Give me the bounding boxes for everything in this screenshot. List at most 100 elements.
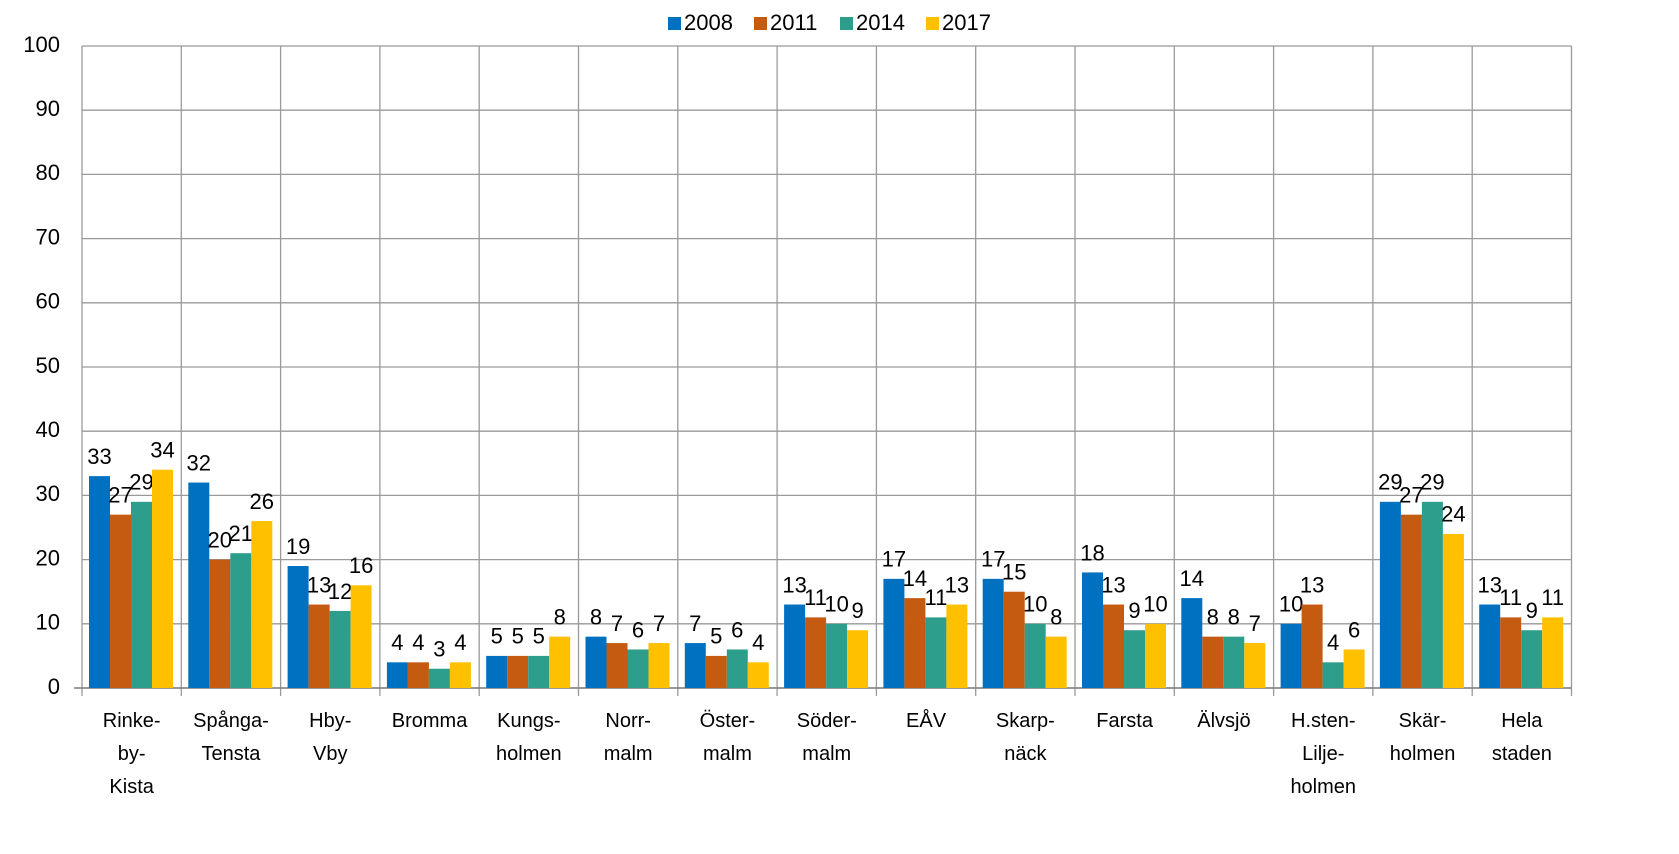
data-label: 4 [412,630,424,655]
data-label: 11 [924,585,947,610]
bar [528,655,550,688]
legend-label: 2008 [684,10,733,35]
data-label: 9 [1128,598,1140,623]
x-tick-label: Bromma [392,710,468,732]
x-tick-label: Öster-malm [700,710,756,765]
bar [308,604,330,688]
bar [1244,643,1266,688]
data-label: 8 [1207,604,1219,629]
data-label: 29 [1378,470,1402,495]
legend-label: 2011 [770,10,817,35]
data-label: 11 [1541,585,1564,610]
bar [1500,617,1522,688]
data-label: 26 [250,489,274,514]
bar [925,617,947,688]
data-label: 4 [391,630,403,655]
y-tick-label: 30 [36,481,60,506]
bar [549,636,571,688]
bar [152,469,173,688]
x-tick-label: Rinke-by-Kista [103,710,161,798]
y-tick-label: 80 [36,160,60,185]
data-label: 8 [1050,604,1062,629]
data-label: 9 [1526,598,1538,623]
bar [747,662,769,688]
data-label: 10 [1143,592,1167,617]
bar [287,566,309,688]
bar [726,649,748,688]
data-label: 16 [349,553,373,578]
data-label: 10 [1023,592,1047,617]
bar [1024,623,1046,688]
bar [784,604,806,688]
bar [507,655,529,688]
data-label: 32 [187,450,211,475]
data-label: 6 [1348,617,1360,642]
bar [1343,649,1365,688]
y-tick-label: 60 [36,289,60,314]
legend-label: 2017 [942,10,991,35]
data-label: 4 [752,630,764,655]
bar [1003,591,1025,688]
bar [89,476,110,688]
data-label: 34 [150,438,174,463]
data-label: 5 [710,624,722,649]
data-label: 12 [328,579,352,604]
data-label: 14 [903,566,927,591]
data-label: 3 [433,637,445,662]
data-label: 6 [632,617,644,642]
y-tick-label: 20 [36,545,60,570]
data-label: 13 [1300,572,1324,597]
bar [1280,623,1302,688]
bar [110,514,131,688]
data-label: 17 [882,547,906,572]
data-label: 5 [512,624,524,649]
x-tick-label: Skarp-näck [996,710,1055,765]
x-tick-label: Skär-holmen [1390,710,1456,765]
bar [883,578,905,688]
data-label: 29 [1420,470,1444,495]
bar [386,662,408,688]
bar [1045,636,1067,688]
bar [648,643,670,688]
legend-label: 2014 [856,10,905,35]
data-label: 21 [229,521,253,546]
legend-swatch [668,17,681,30]
x-tick-label: Spånga-Tensta [193,710,269,765]
bar [486,655,508,688]
data-label: 13 [307,572,331,597]
data-label: 11 [1499,585,1522,610]
bar [1379,501,1401,688]
bar [251,521,273,688]
data-label: 10 [1279,592,1303,617]
data-label: 13 [1101,572,1125,597]
data-label: 14 [1180,566,1204,591]
bar [904,598,926,688]
data-label: 5 [533,624,545,649]
data-label: 11 [804,585,827,610]
data-label: 7 [1249,611,1261,636]
bar [946,604,968,688]
y-tick-label: 40 [36,417,60,442]
bar [1103,604,1124,688]
bar [684,643,706,688]
data-label: 7 [653,611,665,636]
x-tick-label: Söder-malm [797,710,857,765]
y-tick-label: 100 [23,32,60,57]
bar [131,501,152,688]
bar [1479,604,1501,688]
bar [230,553,252,688]
bar [1301,604,1323,688]
bar [1181,598,1203,688]
data-label: 9 [851,598,863,623]
y-tick-label: 10 [36,610,60,635]
data-label: 8 [1228,604,1240,629]
data-label: 27 [1399,482,1423,507]
legend-swatch [840,17,853,30]
bar [428,668,450,688]
legend-swatch [754,17,767,30]
data-label: 13 [782,572,806,597]
bar [1421,501,1443,688]
legend-swatch [926,17,939,30]
bar [329,610,351,688]
data-label: 6 [731,617,743,642]
